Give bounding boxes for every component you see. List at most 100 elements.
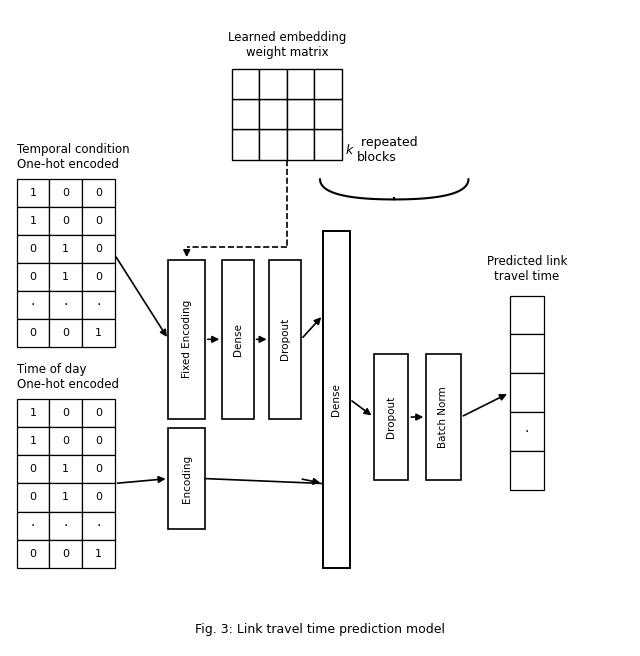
Text: 0: 0 <box>62 216 69 226</box>
FancyBboxPatch shape <box>17 455 49 483</box>
FancyBboxPatch shape <box>259 129 287 159</box>
Text: 0: 0 <box>29 329 36 338</box>
FancyBboxPatch shape <box>287 69 314 99</box>
FancyBboxPatch shape <box>49 455 82 483</box>
FancyBboxPatch shape <box>17 400 49 427</box>
Text: Learned embedding
weight matrix: Learned embedding weight matrix <box>228 31 346 59</box>
FancyBboxPatch shape <box>374 354 408 480</box>
Text: 0: 0 <box>95 464 102 474</box>
FancyBboxPatch shape <box>49 179 82 207</box>
FancyBboxPatch shape <box>323 231 349 567</box>
Text: 0: 0 <box>62 329 69 338</box>
Text: Batch Norm: Batch Norm <box>438 386 449 448</box>
FancyBboxPatch shape <box>49 263 82 291</box>
FancyBboxPatch shape <box>82 455 115 483</box>
FancyBboxPatch shape <box>82 235 115 263</box>
Text: Dense: Dense <box>233 323 243 356</box>
FancyBboxPatch shape <box>314 129 342 159</box>
Text: Time of day
One-hot encoded: Time of day One-hot encoded <box>17 363 119 392</box>
Text: 0: 0 <box>62 188 69 198</box>
Text: 1: 1 <box>29 188 36 198</box>
Text: 1: 1 <box>29 408 36 419</box>
Text: ·: · <box>31 298 35 312</box>
Text: 0: 0 <box>29 548 36 559</box>
Text: 1: 1 <box>62 244 69 255</box>
Text: 0: 0 <box>95 408 102 419</box>
Text: 0: 0 <box>95 216 102 226</box>
Text: ·: · <box>63 518 68 533</box>
FancyBboxPatch shape <box>49 540 82 567</box>
FancyBboxPatch shape <box>82 540 115 567</box>
Text: 1: 1 <box>29 216 36 226</box>
FancyBboxPatch shape <box>259 99 287 129</box>
Text: ·: · <box>96 298 100 312</box>
FancyBboxPatch shape <box>82 207 115 235</box>
FancyBboxPatch shape <box>287 99 314 129</box>
FancyBboxPatch shape <box>509 451 544 490</box>
Text: ·: · <box>525 424 529 439</box>
Text: 0: 0 <box>95 436 102 446</box>
FancyBboxPatch shape <box>222 260 253 419</box>
Text: 1: 1 <box>62 464 69 474</box>
Text: Dense: Dense <box>332 383 341 416</box>
FancyBboxPatch shape <box>232 69 259 99</box>
FancyBboxPatch shape <box>168 428 205 529</box>
Text: 0: 0 <box>29 493 36 502</box>
FancyBboxPatch shape <box>17 512 49 540</box>
FancyBboxPatch shape <box>82 291 115 319</box>
Text: repeated
blocks: repeated blocks <box>356 136 417 164</box>
Text: 0: 0 <box>29 464 36 474</box>
Text: 0: 0 <box>95 493 102 502</box>
FancyBboxPatch shape <box>17 291 49 319</box>
FancyBboxPatch shape <box>232 129 259 159</box>
FancyBboxPatch shape <box>17 427 49 455</box>
Text: Temporal condition
One-hot encoded: Temporal condition One-hot encoded <box>17 143 129 171</box>
FancyBboxPatch shape <box>82 263 115 291</box>
Text: $k$: $k$ <box>345 143 355 157</box>
FancyBboxPatch shape <box>49 512 82 540</box>
FancyBboxPatch shape <box>17 483 49 512</box>
Text: ·: · <box>31 518 35 533</box>
FancyBboxPatch shape <box>82 483 115 512</box>
Text: 0: 0 <box>29 272 36 282</box>
FancyBboxPatch shape <box>82 400 115 427</box>
FancyBboxPatch shape <box>509 335 544 373</box>
Text: 0: 0 <box>62 408 69 419</box>
Text: 0: 0 <box>62 436 69 446</box>
Text: 0: 0 <box>29 244 36 255</box>
Text: Predicted link
travel time: Predicted link travel time <box>486 255 567 283</box>
FancyBboxPatch shape <box>17 179 49 207</box>
Text: 1: 1 <box>29 436 36 446</box>
FancyBboxPatch shape <box>17 235 49 263</box>
FancyBboxPatch shape <box>49 291 82 319</box>
FancyBboxPatch shape <box>49 207 82 235</box>
Text: Fig. 3: Link travel time prediction model: Fig. 3: Link travel time prediction mode… <box>195 623 445 636</box>
FancyBboxPatch shape <box>232 99 259 129</box>
FancyBboxPatch shape <box>269 260 301 419</box>
FancyBboxPatch shape <box>426 354 461 480</box>
FancyBboxPatch shape <box>82 179 115 207</box>
Text: Encoding: Encoding <box>182 455 192 502</box>
FancyBboxPatch shape <box>82 512 115 540</box>
FancyBboxPatch shape <box>509 412 544 451</box>
FancyBboxPatch shape <box>287 129 314 159</box>
Text: ·: · <box>63 298 68 312</box>
FancyBboxPatch shape <box>17 319 49 348</box>
FancyBboxPatch shape <box>17 263 49 291</box>
FancyBboxPatch shape <box>49 235 82 263</box>
Text: 1: 1 <box>62 493 69 502</box>
FancyBboxPatch shape <box>509 296 544 335</box>
Text: 0: 0 <box>62 548 69 559</box>
Text: 0: 0 <box>95 272 102 282</box>
FancyBboxPatch shape <box>49 319 82 348</box>
FancyBboxPatch shape <box>314 69 342 99</box>
FancyBboxPatch shape <box>49 427 82 455</box>
Text: 0: 0 <box>95 188 102 198</box>
FancyBboxPatch shape <box>17 207 49 235</box>
Text: 1: 1 <box>62 272 69 282</box>
Text: 0: 0 <box>95 244 102 255</box>
Text: ·: · <box>96 518 100 533</box>
Text: 1: 1 <box>95 329 102 338</box>
FancyBboxPatch shape <box>259 69 287 99</box>
FancyBboxPatch shape <box>509 373 544 412</box>
